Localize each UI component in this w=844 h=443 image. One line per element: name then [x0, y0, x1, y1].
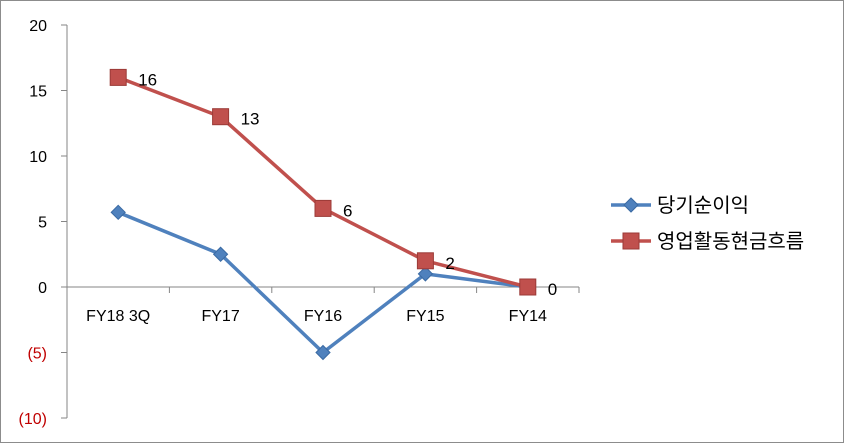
- y-tick-label: 15: [29, 84, 47, 101]
- y-tick-label: (5): [27, 346, 47, 363]
- x-tick-label: FY15: [406, 308, 444, 325]
- legend-label: 당기순이익: [657, 193, 749, 217]
- legend-marker-square: [622, 232, 640, 250]
- data-point-diamond: [315, 344, 331, 361]
- data-point-diamond: [212, 246, 229, 262]
- data-label: 0: [548, 280, 557, 299]
- series-line: [117, 75, 529, 289]
- y-tick-label: (10): [19, 411, 47, 428]
- data-point-diamond: [110, 204, 126, 221]
- legend-item: 영업활동현금흐름: [611, 229, 804, 253]
- x-tick-label: FY17: [201, 308, 239, 325]
- series-layer: 16 13 6 2 0: [109, 68, 557, 361]
- data-point-diamond: [417, 266, 434, 282]
- x-tick-label: FY18 3Q: [86, 308, 150, 325]
- y-tick-label: 10: [29, 149, 47, 166]
- data-point-square: [416, 252, 434, 270]
- series-1: [110, 204, 536, 361]
- data-point-square: [212, 108, 230, 126]
- y-tick-label: 5: [38, 215, 47, 232]
- data-label: 2: [445, 254, 454, 273]
- y-tick-label: 20: [29, 18, 47, 35]
- x-axis-ticks: FY18 3Q FY17 FY16 FY15 FY14: [66, 287, 580, 325]
- legend-marker-diamond: [623, 197, 639, 213]
- data-label: 13: [241, 110, 260, 129]
- x-tick-label: FY14: [509, 308, 547, 325]
- data-point-square: [109, 68, 127, 86]
- series-2: 16 13 6 2 0: [109, 68, 557, 299]
- y-axis-ticks: 20 15 10 5 0 (5) (10): [19, 18, 67, 428]
- data-label: 16: [138, 70, 157, 89]
- data-point-square: [314, 199, 332, 217]
- data-label: 6: [343, 201, 352, 220]
- x-tick-label: FY16: [304, 308, 342, 325]
- data-point-square: [519, 278, 537, 296]
- legend-label: 영업활동현금흐름: [657, 229, 804, 253]
- legend-item: 당기순이익: [611, 193, 749, 217]
- series-line: [117, 210, 529, 355]
- y-tick-label: 0: [38, 280, 47, 297]
